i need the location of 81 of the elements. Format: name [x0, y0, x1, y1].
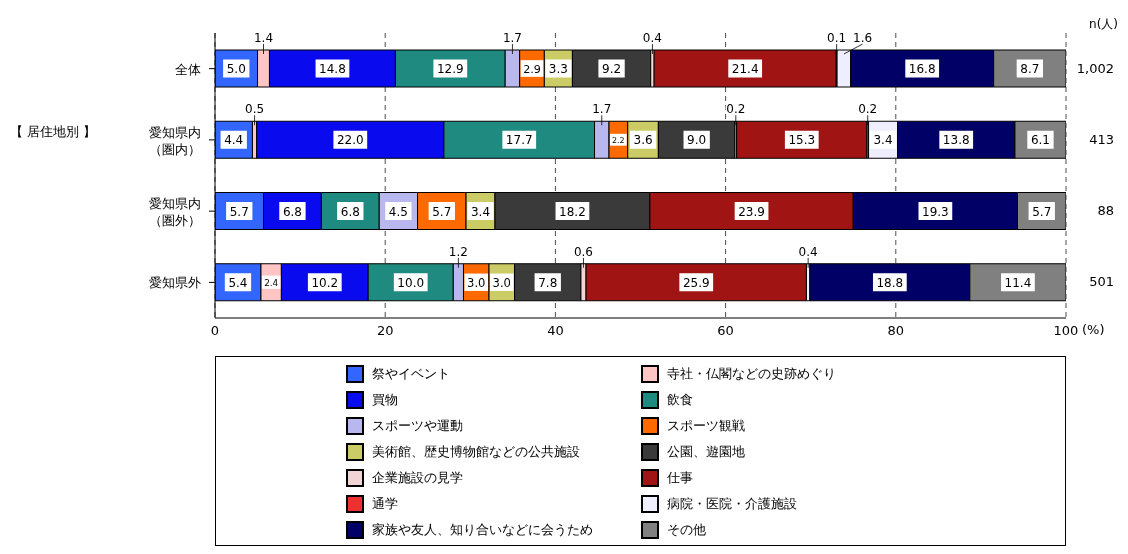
legend-label: 企業施設の見学 — [372, 469, 463, 487]
x-tick-label: 20 — [376, 323, 394, 339]
data-label: 13.8 — [942, 133, 970, 148]
data-label: 3.4 — [873, 133, 893, 148]
y-tick-label: 愛知県内（圏外） — [149, 196, 201, 229]
x-tick-label: 80 — [887, 323, 905, 339]
text: 【 居住地別 】 — [10, 122, 97, 141]
data-label: 0.6 — [573, 244, 594, 259]
data-label: 1.2 — [448, 244, 468, 259]
text: 413 — [1089, 131, 1114, 147]
data-label: 14.8 — [319, 62, 346, 77]
x-tick-label: 60 — [717, 323, 734, 339]
data-label: 0.5 — [245, 102, 265, 117]
y-tick-label: 全体 — [175, 61, 201, 77]
data-label: 0.2 — [726, 102, 746, 117]
data-label: 4.5 — [388, 204, 408, 219]
data-label: 8.7 — [1020, 62, 1040, 77]
legend-label: 祭やイベント — [372, 365, 450, 383]
data-label: 16.8 — [908, 62, 936, 77]
data-label: 5.7 — [1032, 204, 1052, 219]
legend-label: 美術館、歴史博物館などの公共施設 — [372, 443, 580, 461]
data-label: 11.4 — [1004, 275, 1032, 290]
legend-label: 病院・医院・介護施設 — [667, 495, 797, 513]
data-label: 25.9 — [682, 275, 710, 290]
legend-label: 寺社・仏閣などの史跡めぐり — [667, 365, 836, 383]
legend-label: その他 — [667, 521, 706, 539]
data-label: 1.7 — [502, 31, 522, 45]
data-label: 3.0 — [467, 275, 486, 290]
text: 501 — [1089, 274, 1114, 290]
text: 88 — [1097, 203, 1114, 219]
x-tick-label: 100 — [1053, 323, 1079, 339]
data-label: 0.2 — [858, 102, 878, 117]
legend-label: 公園、遊園地 — [667, 443, 745, 461]
data-label: 0.1 — [827, 31, 847, 45]
data-label: 10.0 — [397, 275, 425, 290]
data-label: 22.0 — [336, 133, 364, 148]
data-label: 1.4 — [253, 31, 274, 45]
x-axis-title: (%) — [1082, 322, 1105, 337]
data-label: 6.8 — [282, 204, 302, 219]
text: 1,002 — [1076, 60, 1114, 76]
data-label: 17.7 — [505, 133, 533, 148]
data-label: 9.2 — [602, 62, 622, 77]
data-label: 7.8 — [538, 275, 558, 290]
data-label: 3.3 — [548, 62, 568, 77]
data-label: 18.8 — [876, 275, 904, 290]
x-tick-label: 0 — [210, 323, 220, 339]
data-label: 5.0 — [226, 62, 246, 77]
x-tick-label: 40 — [547, 323, 564, 339]
data-label: 5.4 — [228, 275, 248, 290]
data-label: 19.3 — [922, 204, 949, 219]
legend-label: スポーツや運動 — [372, 417, 463, 435]
legend-label: 通学 — [372, 495, 398, 513]
data-label: 21.4 — [731, 62, 759, 77]
data-label: 9.0 — [687, 133, 707, 148]
data-label: 1.6 — [853, 31, 873, 45]
data-label: 4.4 — [224, 133, 244, 148]
data-label: 5.7 — [432, 204, 452, 219]
legend-label: 家族や友人、知り合いなどに会うため — [372, 521, 593, 539]
data-label: 15.3 — [788, 133, 816, 148]
data-label: 1.7 — [592, 102, 612, 117]
data-label: 10.2 — [311, 275, 339, 290]
legend-label: スポーツ観戦 — [667, 417, 745, 435]
data-label: 18.2 — [559, 204, 586, 219]
legend-label: 仕事 — [667, 469, 693, 487]
data-label: 3.0 — [492, 275, 511, 290]
y-tick-label: 愛知県内（圏内） — [149, 124, 201, 157]
data-label: 6.8 — [340, 204, 360, 219]
text: n(人) — [1089, 16, 1118, 33]
data-label: 3.6 — [633, 133, 653, 148]
data-label: 23.9 — [738, 204, 765, 219]
legend-label: 飲食 — [667, 391, 693, 409]
y-tick-label: 愛知県外 — [149, 275, 201, 291]
data-label: 5.7 — [229, 204, 249, 219]
data-label: 6.1 — [1030, 133, 1051, 148]
data-label: 0.4 — [798, 244, 818, 259]
data-label: 2.9 — [523, 62, 541, 76]
data-label: 12.9 — [436, 62, 464, 77]
legend-label: 買物 — [372, 391, 398, 409]
data-label: 3.4 — [470, 204, 491, 219]
data-label: 0.4 — [642, 31, 662, 45]
data-label: 2.4 — [264, 277, 279, 288]
